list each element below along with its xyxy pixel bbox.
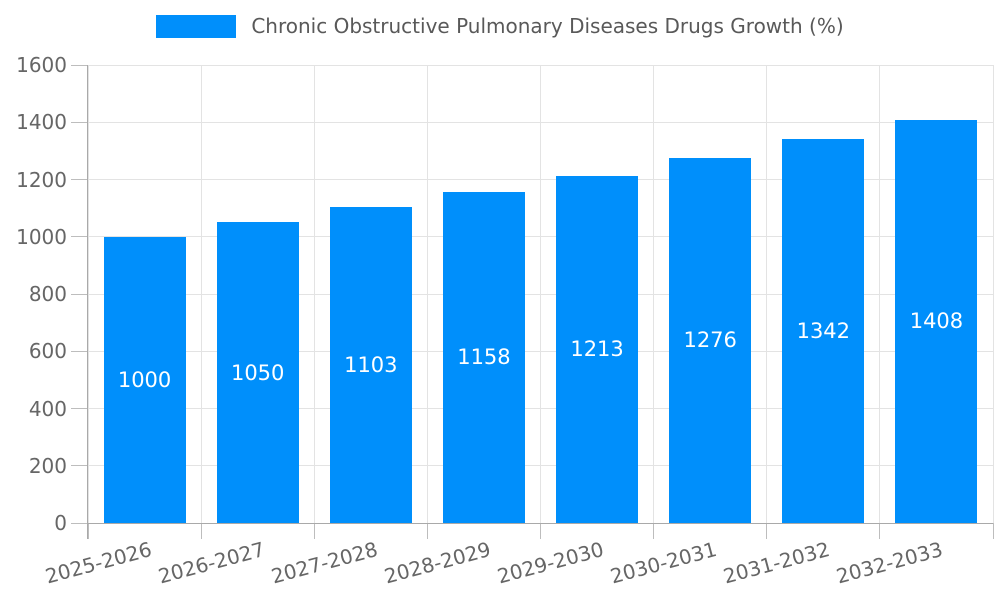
bar[interactable]: [216, 222, 299, 523]
y-axis-tick: [71, 408, 88, 409]
y-axis-tick: [71, 179, 88, 180]
y-axis-label: 0: [54, 511, 67, 535]
y-axis-tick: [71, 64, 88, 66]
bar[interactable]: [103, 236, 186, 523]
y-axis-label: 1400: [16, 110, 67, 135]
y-axis-label: 200: [28, 453, 67, 478]
bar[interactable]: [442, 191, 525, 523]
bar-value-label: 1213: [570, 337, 624, 362]
x-axis-tick: [879, 523, 881, 539]
y-axis-label: 1000: [16, 224, 67, 249]
y-axis-label: 1200: [16, 167, 67, 192]
vertical-gridline: [879, 65, 881, 523]
y-axis-label: 800: [28, 282, 67, 306]
x-axis-tick: [87, 523, 89, 539]
x-axis-tick: [766, 523, 768, 539]
vertical-gridline: [653, 65, 655, 523]
bar-value-label: 1103: [344, 353, 398, 378]
y-axis-tick: [71, 522, 88, 524]
legend-label: Chronic Obstructive Pulmonary Diseases D…: [251, 14, 844, 38]
y-axis-line: [87, 65, 88, 539]
bar-value-label: 1050: [230, 360, 285, 385]
x-axis-tick: [540, 523, 541, 539]
legend[interactable]: Chronic Obstructive Pulmonary Diseases D…: [0, 14, 1000, 38]
vertical-gridline: [540, 65, 541, 523]
y-axis-label: 600: [28, 339, 67, 364]
y-axis-label: 400: [28, 396, 67, 421]
x-axis-tick: [200, 523, 202, 539]
x-axis-tick: [992, 523, 994, 539]
y-axis-tick: [71, 236, 88, 238]
x-axis-tick: [313, 523, 315, 539]
bar[interactable]: [895, 119, 978, 523]
bar-value-label: 1408: [909, 309, 964, 334]
bar-value-label: 1276: [683, 328, 737, 353]
y-axis-label: 1600: [16, 53, 67, 77]
bar[interactable]: [782, 138, 865, 523]
bar-value-label: 1342: [796, 318, 851, 343]
bar-value-label: 1158: [457, 345, 511, 370]
x-axis-line: [88, 522, 993, 524]
vertical-gridline: [200, 65, 202, 523]
vertical-gridline: [992, 65, 994, 523]
vertical-gridline: [766, 65, 768, 523]
bar[interactable]: [669, 157, 752, 523]
bar-value-label: 1000: [117, 367, 172, 392]
vertical-gridline: [87, 65, 89, 523]
vertical-gridline: [426, 65, 428, 523]
x-axis-tick: [653, 523, 655, 539]
bar[interactable]: [556, 175, 639, 523]
y-axis-tick: [71, 121, 88, 123]
y-axis-tick: [71, 350, 88, 352]
legend-swatch-icon: [156, 14, 237, 38]
bar[interactable]: [329, 207, 412, 523]
vertical-gridline: [313, 65, 315, 523]
y-axis-tick: [71, 293, 88, 295]
x-axis-tick: [426, 523, 428, 539]
y-axis-tick: [71, 465, 88, 467]
